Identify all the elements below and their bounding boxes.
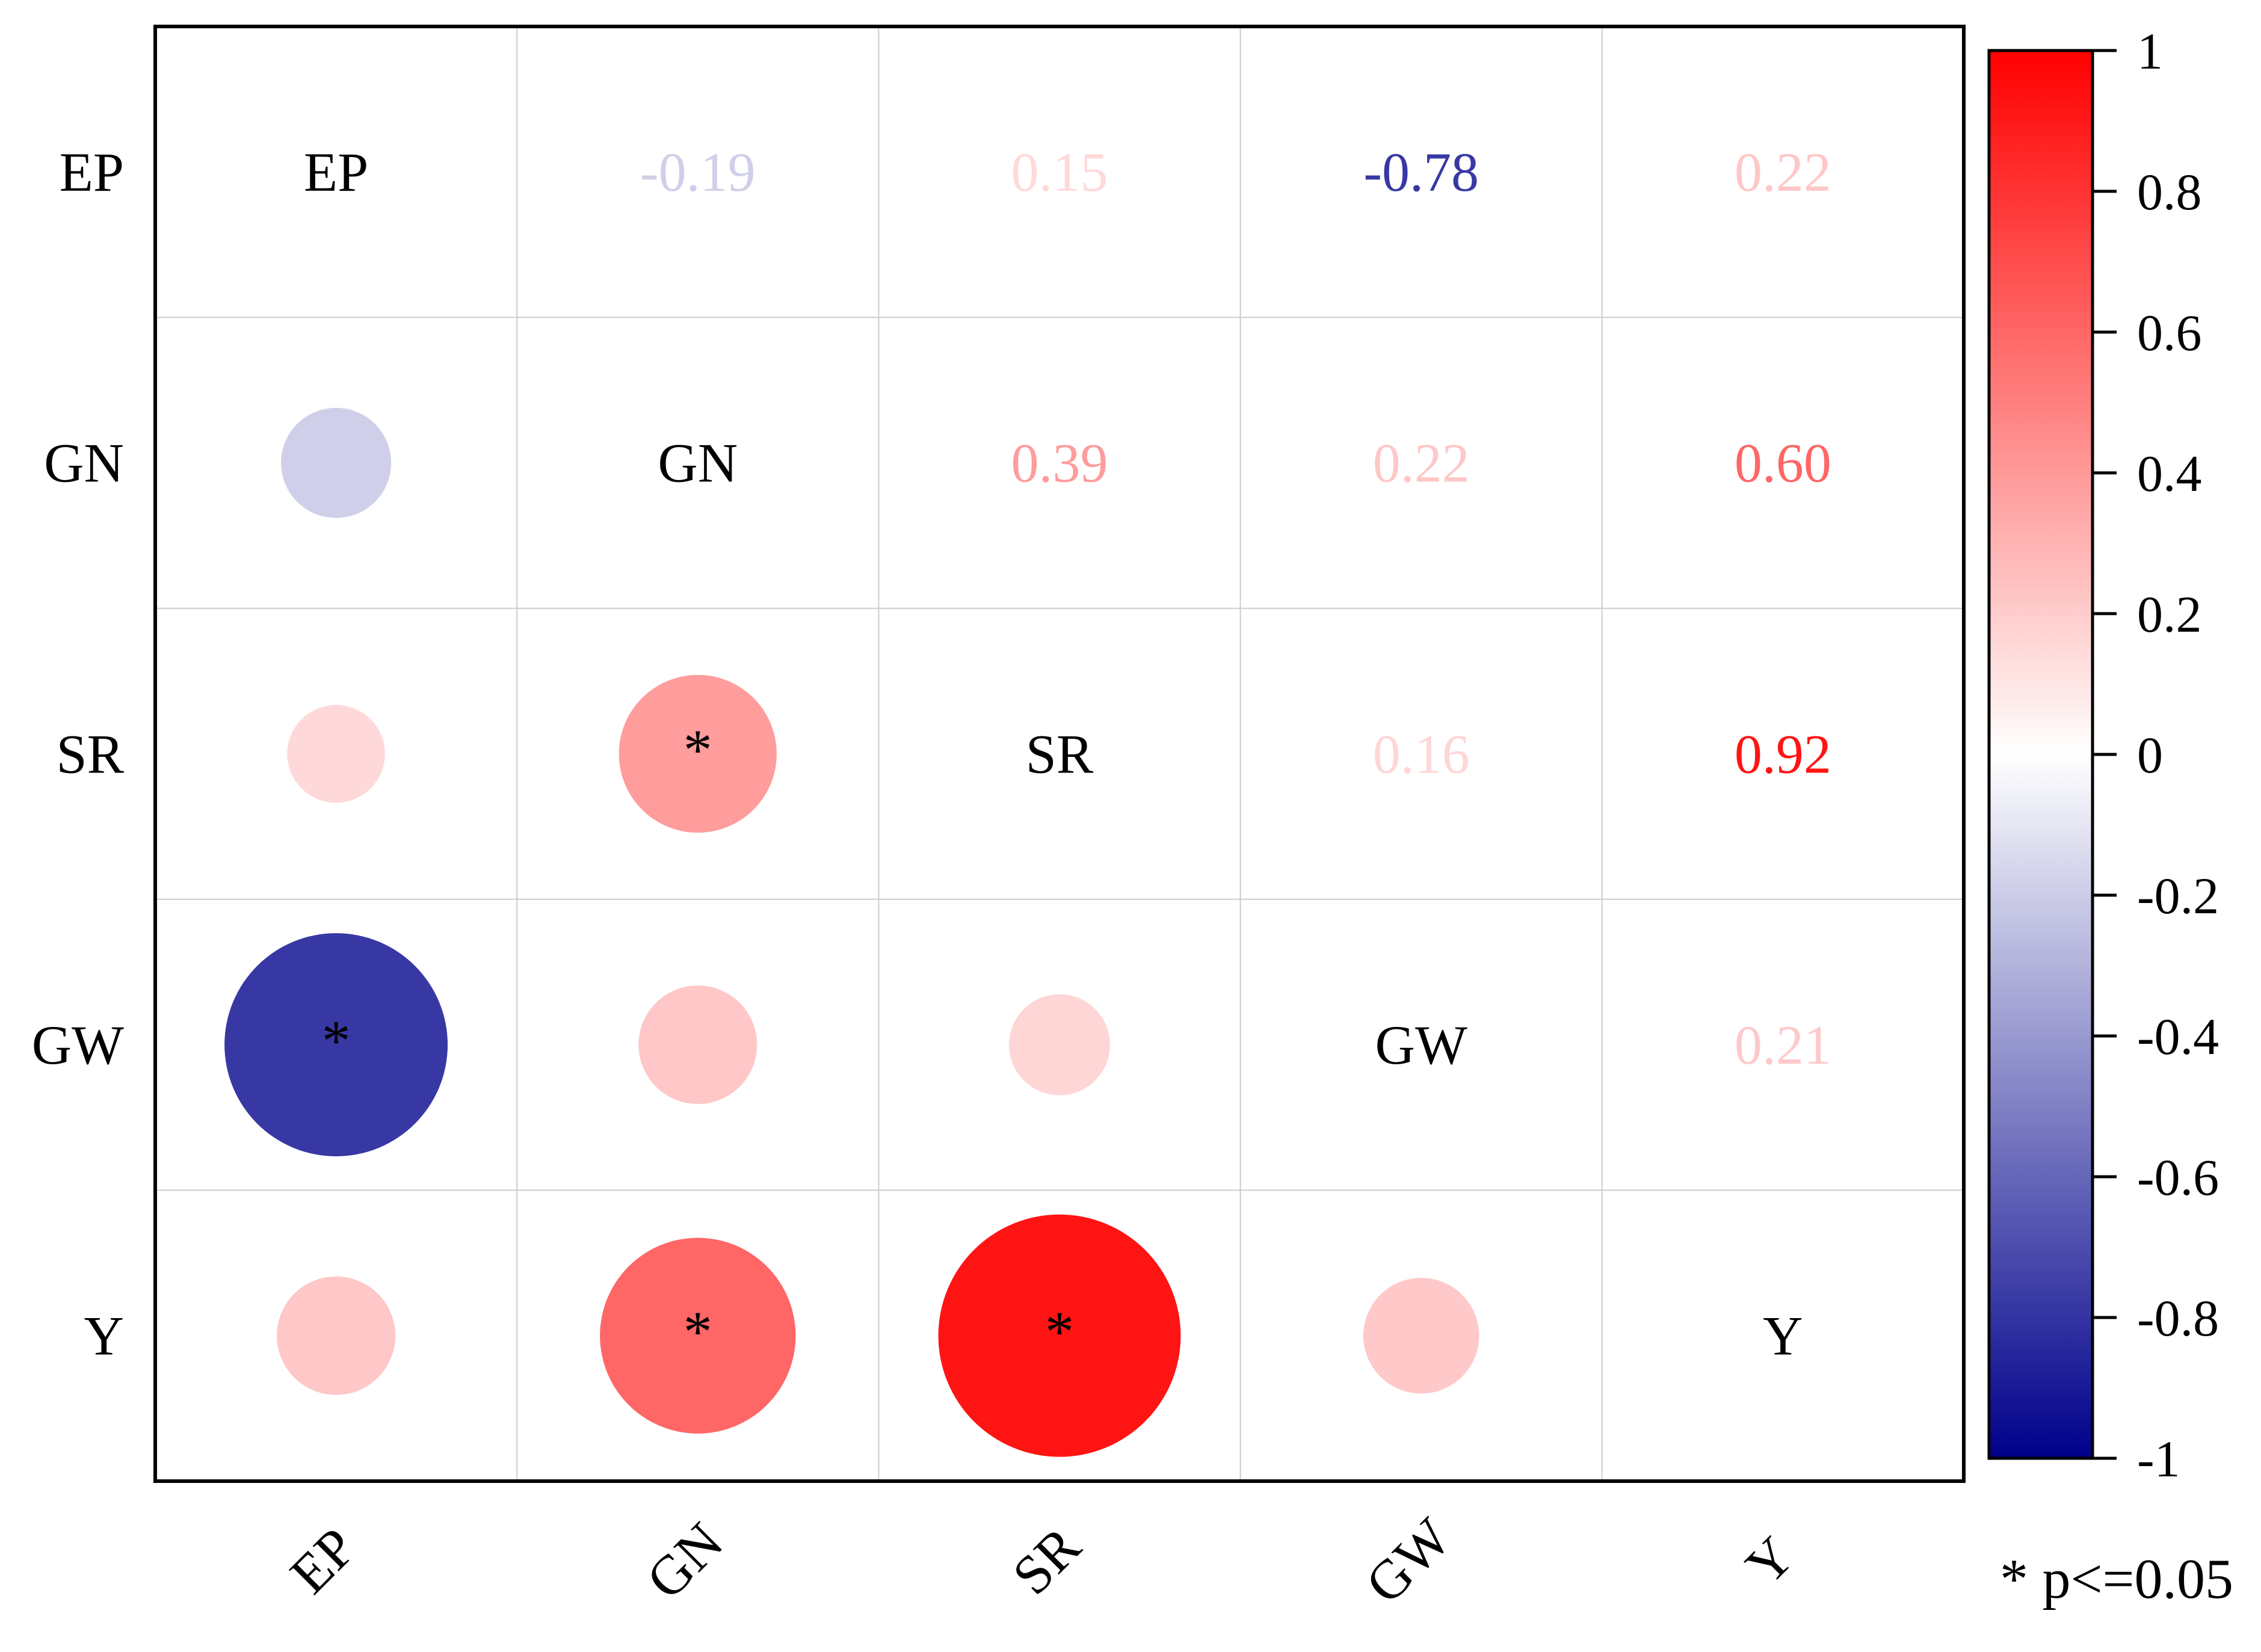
correlation-value-label: 0.92: [1735, 723, 1831, 784]
colorbar-tick-label: -0.4: [2137, 1008, 2219, 1065]
correlation-circle: [600, 1237, 796, 1434]
correlation-value-label: 0.39: [1011, 433, 1108, 494]
row-label: GN: [44, 433, 124, 494]
correlation-value-label: -0.19: [640, 141, 756, 203]
colorbar-ticks: 1 0.8 0.6 0.4 0.2 0 -0.2 -0.4 -0.6 -0.8 -1: [2093, 22, 2219, 1488]
correlation-value-label: 0.22: [1735, 141, 1831, 203]
diagonal-label: EP: [304, 141, 368, 203]
colorbar-tick-label: -0.8: [2137, 1289, 2219, 1347]
row-label: EP: [60, 141, 124, 203]
column-label: EP: [279, 1516, 368, 1605]
correlation-value-label: 0.21: [1735, 1014, 1831, 1076]
column-label: SR: [1001, 1515, 1092, 1606]
diagonal-label: GN: [658, 433, 738, 494]
correlation-value-label: 0.16: [1373, 723, 1470, 784]
significance-marker: *: [683, 718, 712, 782]
significance-marker: *: [322, 1009, 351, 1073]
column-label: Y: [1734, 1525, 1806, 1597]
colorbar-tick-label: 0.2: [2137, 585, 2202, 643]
significance-marker: *: [683, 1299, 712, 1364]
grid-lines: [155, 26, 1964, 1481]
correlation-value-label: 0.15: [1011, 141, 1108, 203]
column-label: GW: [1354, 1506, 1463, 1615]
correlation-circle: [1363, 1277, 1479, 1394]
diagonal-label: Y: [1763, 1305, 1803, 1366]
colorbar-tick-label: 0.4: [2137, 445, 2202, 502]
diagonal-label: GW: [1375, 1014, 1467, 1076]
correlation-circle: [287, 704, 385, 803]
correlation-value-label: -0.78: [1363, 141, 1479, 203]
row-label: GW: [32, 1014, 124, 1076]
column-labels: EP GN SR GW Y: [279, 1506, 1806, 1615]
colorbar-tick-label: 1: [2137, 22, 2163, 80]
correlation-circle: [224, 933, 448, 1157]
correlation-value-label: 0.60: [1735, 433, 1831, 494]
colorbar-tick-label: 0.6: [2137, 304, 2202, 362]
correlation-circle: [618, 674, 777, 833]
correlation-circle: [938, 1214, 1181, 1457]
matrix-cells: EP -0.19 0.15 -0.78 0.22 GN 0.39 0.22 0.60 * SR 0.1…: [224, 141, 1831, 1457]
correlation-circle: [1009, 994, 1110, 1096]
colorbar: [1987, 49, 2094, 1460]
row-label: SR: [56, 723, 124, 784]
significance-marker: *: [1045, 1299, 1074, 1364]
colorbar-tick-label: -0.6: [2137, 1148, 2219, 1206]
significance-legend: * p<=0.05: [2000, 1548, 2233, 1610]
row-labels: EP GN SR GW Y: [32, 141, 125, 1366]
colorbar-tick-label: 0: [2137, 726, 2163, 784]
column-label: GN: [635, 1511, 735, 1610]
colorbar-tick-label: 0.8: [2137, 163, 2202, 221]
plot-frame: [153, 25, 1966, 1483]
row-label: Y: [84, 1305, 124, 1366]
correlation-circle: [281, 407, 392, 518]
correlation-value-label: 0.22: [1373, 433, 1470, 494]
colorbar-tick-label: -1: [2137, 1430, 2180, 1488]
correlation-circle: [638, 985, 757, 1105]
diagonal-label: SR: [1026, 723, 1094, 784]
correlation-circle: [277, 1276, 396, 1395]
colorbar-tick-label: -0.2: [2137, 867, 2219, 925]
